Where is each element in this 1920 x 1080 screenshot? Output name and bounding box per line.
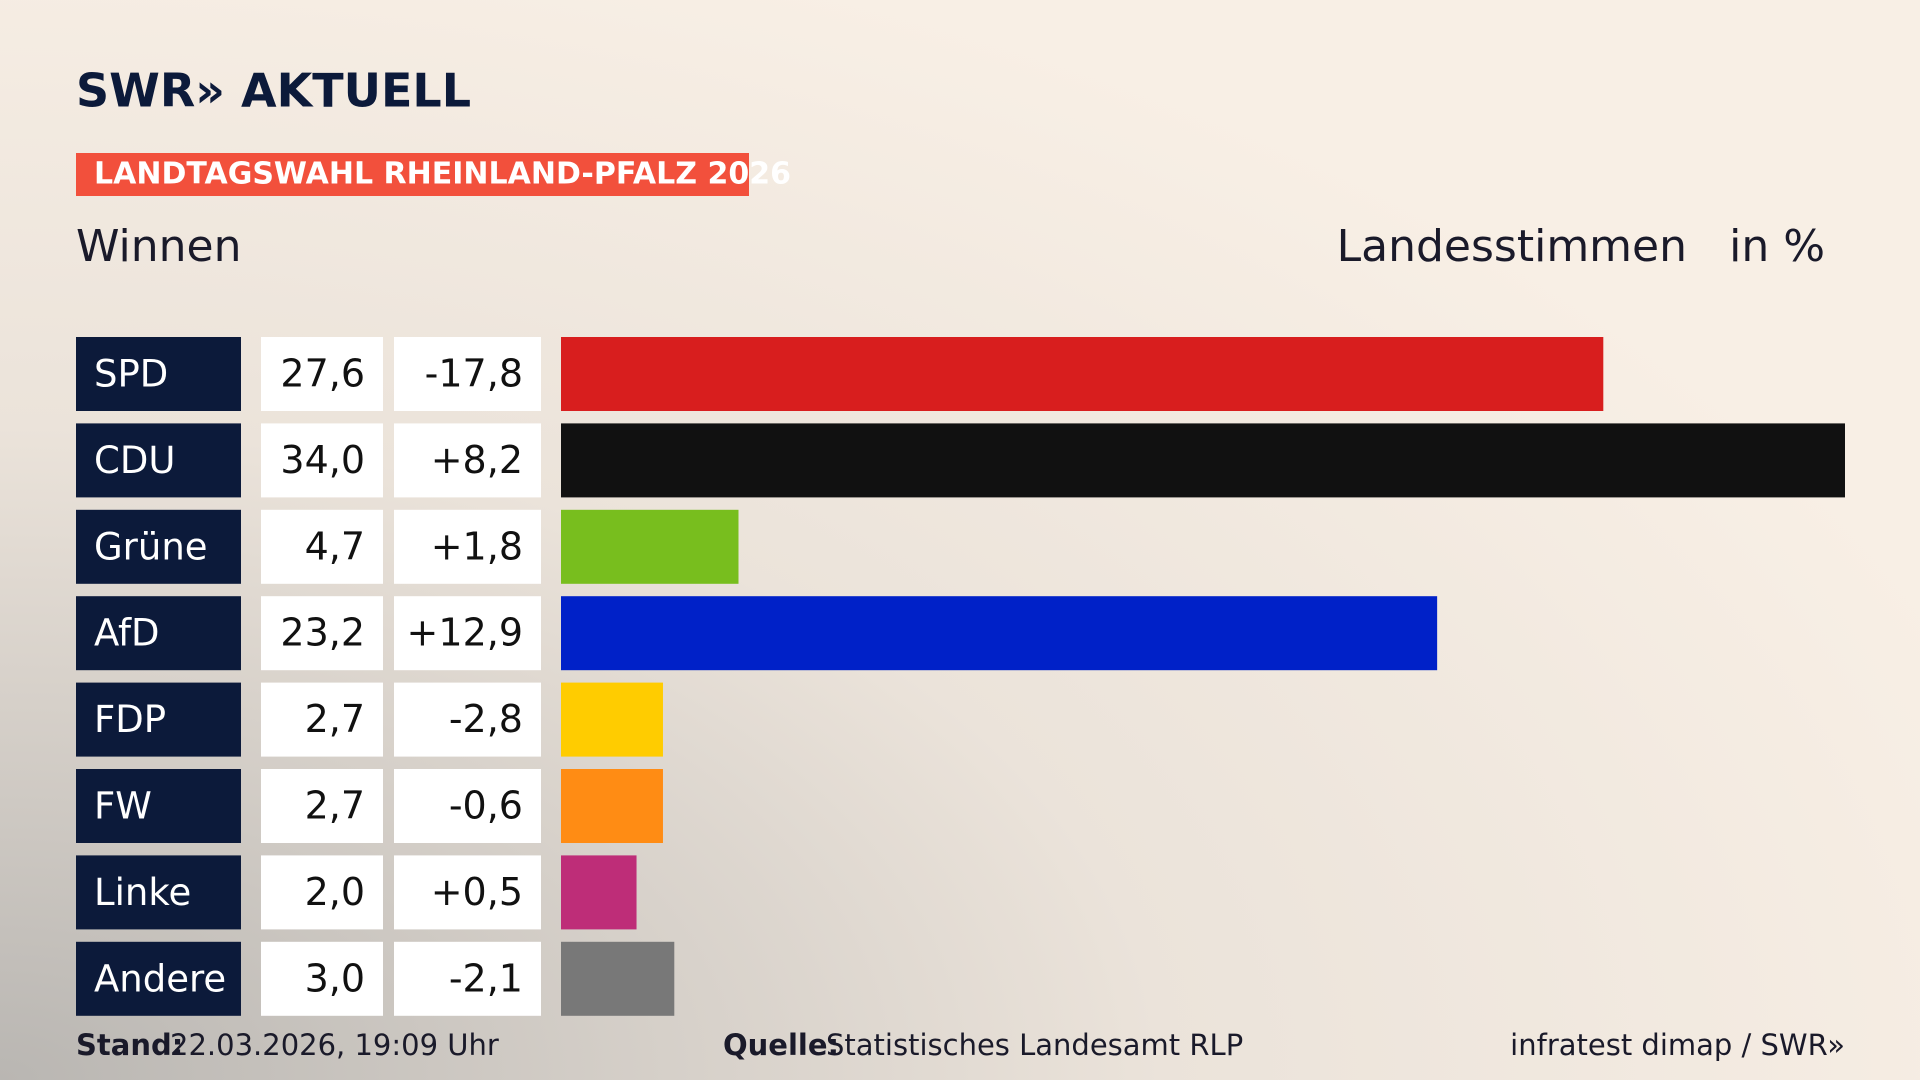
- value-heading: Landesstimmen: [1337, 221, 1687, 272]
- value-box: [261, 855, 383, 930]
- brand: SWR» AKTUELL: [76, 64, 471, 118]
- bar: [561, 682, 663, 757]
- value-box: [261, 509, 383, 584]
- value-box: [261, 596, 383, 671]
- change-box: [394, 596, 541, 671]
- party-box: [76, 337, 241, 411]
- bar: [561, 855, 637, 930]
- stand: 22.03.2026, 19:09 Uhr: [170, 1028, 499, 1062]
- change-box: [394, 941, 541, 1016]
- banner-box: [76, 153, 749, 196]
- party-box: [76, 509, 241, 584]
- source: Statistisches Landesamt RLP: [826, 1028, 1243, 1062]
- change-box: [394, 337, 541, 411]
- party-box: [76, 596, 241, 671]
- party-box: [76, 769, 241, 843]
- value-box: [261, 682, 383, 757]
- bar: [561, 769, 663, 843]
- change-label: -17,8: [425, 352, 523, 396]
- value-label: 2,7: [305, 784, 365, 828]
- value-box: [261, 337, 383, 411]
- value-box: [261, 941, 383, 1016]
- bar: [561, 337, 1604, 411]
- banner: LANDTAGSWAHL RHEINLAND-PFALZ 2026: [94, 157, 791, 192]
- party-label: CDU: [94, 439, 175, 482]
- stand-label: Stand:: [76, 1028, 183, 1062]
- unit-heading: in %: [1729, 221, 1825, 272]
- change-label: -0,6: [449, 784, 523, 828]
- party-label: FDP: [94, 698, 166, 741]
- change-label: -2,8: [449, 697, 523, 741]
- value-label: 4,7: [305, 524, 365, 568]
- source-label: Quelle:: [723, 1028, 839, 1062]
- change-label: +8,2: [431, 438, 523, 482]
- credit: infratest dimap / SWR»: [1510, 1028, 1845, 1062]
- chart-title: Winnen: [76, 221, 242, 272]
- change-box: [394, 682, 541, 757]
- value-label: 3,0: [305, 956, 365, 1000]
- party-label: Andere: [94, 957, 226, 1000]
- change-box: [394, 855, 541, 930]
- value-label: 34,0: [280, 438, 365, 482]
- change-label: +12,9: [407, 611, 523, 655]
- party-label: Grüne: [94, 525, 208, 568]
- party-box: [76, 682, 241, 757]
- change-box: [394, 509, 541, 584]
- change-box: [394, 423, 541, 498]
- party-box: [76, 855, 241, 930]
- bar: [561, 423, 1845, 498]
- change-label: +0,5: [431, 870, 523, 914]
- bar: [561, 596, 1438, 671]
- party-label: AfD: [94, 612, 160, 655]
- value-label: 27,6: [280, 352, 365, 396]
- value-label: 23,2: [280, 611, 365, 655]
- bar: [561, 509, 739, 584]
- change-box: [394, 769, 541, 843]
- party-label: SPD: [94, 353, 168, 396]
- change-label: +1,8: [431, 524, 523, 568]
- party-label: FW: [94, 785, 152, 828]
- party-box: [76, 941, 241, 1016]
- value-label: 2,0: [305, 870, 365, 914]
- bar: [561, 941, 675, 1016]
- party-label: Linke: [94, 871, 191, 914]
- party-box: [76, 423, 241, 498]
- value-box: [261, 769, 383, 843]
- value-box: [261, 423, 383, 498]
- value-label: 2,7: [305, 697, 365, 741]
- change-label: -2,1: [449, 956, 523, 1000]
